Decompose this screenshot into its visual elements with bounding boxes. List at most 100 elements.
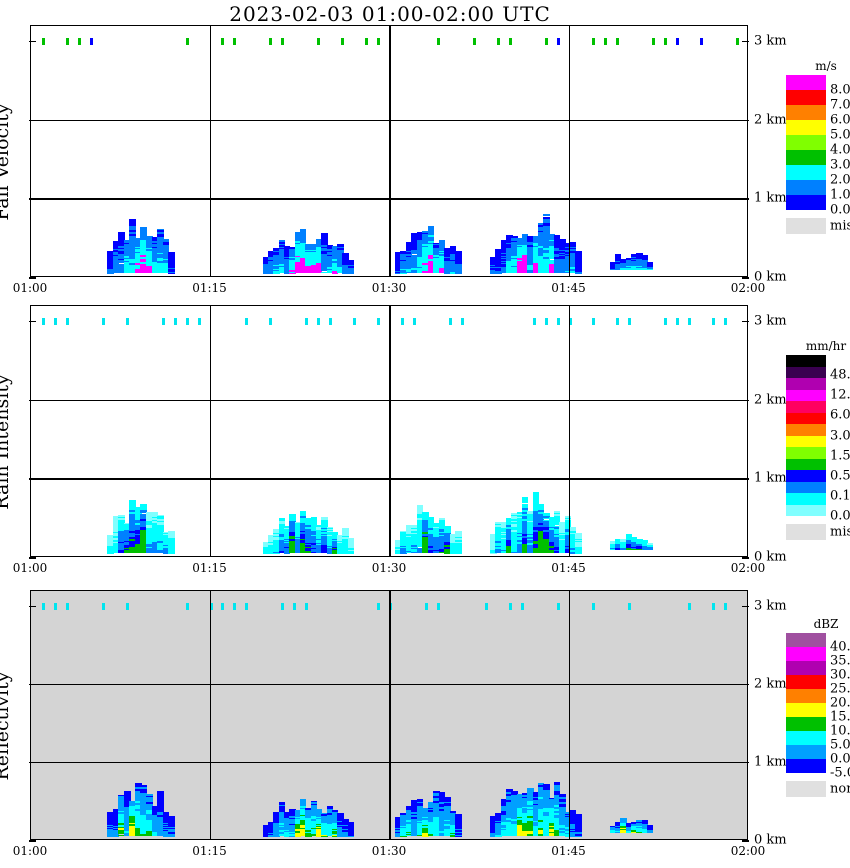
echo-pixel — [400, 257, 407, 259]
echo-pixel — [636, 253, 643, 255]
echo-pixel — [305, 256, 312, 258]
echo-pixel — [273, 257, 280, 259]
echo-pixel — [305, 257, 312, 260]
echo-pixel — [347, 259, 355, 262]
y-tick — [29, 320, 36, 323]
echo-pixel — [405, 257, 413, 260]
echo-pixel — [433, 266, 440, 268]
echo-pixel — [433, 252, 440, 254]
plot-area-fall-velocity[interactable] — [30, 25, 748, 277]
echo-pixel — [157, 254, 164, 256]
echo-pixel — [527, 255, 534, 258]
echo-pixel — [537, 240, 545, 243]
cloud-base-marker — [472, 37, 476, 45]
echo-pixel — [268, 269, 275, 272]
echo-pixel — [273, 270, 280, 272]
echo-pixel — [575, 259, 582, 262]
echo-pixel — [278, 255, 286, 257]
cloud-base-marker — [664, 37, 668, 45]
echo-pixel — [342, 260, 349, 263]
echo-pixel — [123, 532, 131, 534]
echo-pixel — [394, 256, 402, 259]
echo-pixel — [315, 267, 323, 270]
echo-pixel — [162, 252, 170, 254]
echo-pixel — [326, 264, 334, 266]
echo-pixel — [416, 257, 424, 259]
echo-pixel — [112, 516, 120, 518]
echo-pixel — [315, 261, 323, 263]
echo-pixel — [118, 540, 125, 542]
echo-pixel — [321, 245, 328, 247]
echo-pixel — [321, 271, 328, 274]
echo-pixel — [326, 251, 334, 253]
echo-pixel — [305, 263, 312, 265]
echo-pixel — [400, 253, 407, 256]
echo-pixel — [511, 265, 518, 268]
plot-area-rain-intensity[interactable] — [30, 305, 748, 557]
echo-pixel — [537, 230, 545, 233]
echo-pixel — [118, 537, 125, 539]
echo-pixel — [559, 253, 566, 256]
echo-pixel — [506, 245, 513, 247]
echo-pixel — [495, 269, 502, 271]
echo-pixel — [455, 262, 462, 265]
echo-pixel — [140, 236, 148, 238]
echo-pixel — [433, 257, 440, 260]
echo-pixel — [500, 270, 508, 273]
echo-pixel — [438, 260, 446, 262]
echo-pixel — [310, 244, 318, 246]
echo-pixel — [411, 263, 418, 266]
echo-pixel — [145, 270, 153, 272]
echo-pixel — [495, 263, 502, 266]
echo-pixel — [145, 257, 153, 260]
echo-pixel — [305, 253, 312, 255]
echo-pixel — [162, 248, 170, 250]
echo-pixel — [575, 256, 582, 258]
echo-pixel — [278, 245, 286, 247]
echo-pixel — [299, 234, 307, 236]
echo-pixel — [400, 263, 407, 266]
echo-pixel — [315, 253, 323, 256]
echo-pixel — [315, 247, 323, 249]
echo-pixel — [112, 244, 120, 247]
echo-pixel — [123, 250, 131, 252]
echo-pixel — [118, 258, 125, 261]
echo-pixel — [118, 257, 125, 259]
echo-pixel — [449, 256, 457, 258]
panel-rain-intensity — [29, 305, 749, 559]
echo-pixel — [537, 249, 545, 252]
echo-pixel — [449, 250, 457, 252]
cloud-base-marker — [65, 37, 69, 45]
echo-pixel — [331, 258, 339, 260]
echo-pixel — [575, 265, 582, 267]
echo-pixel — [516, 251, 524, 253]
echo-pixel — [455, 260, 462, 262]
echo-pixel — [337, 252, 344, 255]
echo-pixel — [527, 237, 534, 239]
echo-pixel — [543, 254, 550, 258]
echo-pixel — [129, 221, 137, 224]
echo-pixel — [400, 255, 407, 258]
echo-pixel — [321, 237, 328, 239]
echo-pixel — [564, 250, 572, 253]
cloud-base-marker — [221, 37, 225, 45]
echo-pixel — [427, 260, 435, 263]
echo-pixel — [495, 257, 502, 259]
echo-pixel — [123, 542, 131, 545]
echo-pixel — [532, 247, 540, 249]
echo-pixel — [157, 247, 164, 250]
echo-pixel — [118, 252, 125, 254]
echo-pixel — [532, 244, 540, 246]
echo-pixel — [342, 257, 349, 259]
echo-pixel — [315, 240, 323, 242]
echo-pixel — [433, 250, 440, 253]
echo-pixel — [342, 267, 349, 270]
echo-pixel — [268, 270, 275, 273]
echo-pixel — [553, 257, 561, 259]
echo-pixel — [527, 257, 534, 259]
echo-pixel — [162, 269, 170, 271]
echo-pixel — [521, 265, 529, 268]
echo-pixel — [532, 257, 540, 259]
echo-pixel — [331, 272, 339, 274]
echo-pixel — [112, 243, 120, 245]
